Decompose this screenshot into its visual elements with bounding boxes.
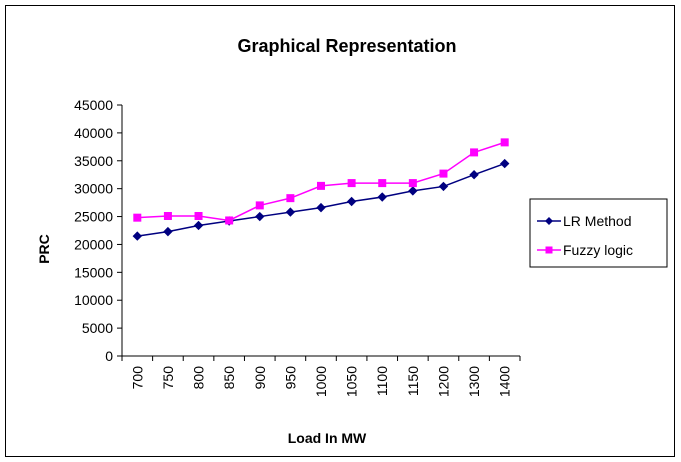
series-layer — [132, 138, 510, 241]
data-point — [316, 202, 326, 213]
x-tick-label: 900 — [252, 366, 268, 390]
data-point — [408, 179, 417, 188]
x-tick-label: 850 — [221, 366, 237, 390]
legend-marker — [545, 217, 553, 225]
data-point — [286, 194, 295, 203]
x-tick-label: 1000 — [313, 366, 329, 397]
y-tick-label: 45000 — [74, 97, 113, 113]
y-tick-label: 10000 — [74, 292, 113, 308]
data-point — [163, 211, 172, 220]
legend-label: LR Method — [563, 213, 631, 229]
y-tick-label: 40000 — [74, 125, 113, 141]
y-tick-label: 35000 — [74, 153, 113, 169]
y-tick-label: 25000 — [74, 209, 113, 225]
x-tick-label: 700 — [129, 366, 145, 390]
data-point — [377, 192, 387, 202]
legend-box — [529, 198, 668, 268]
data-point — [163, 226, 173, 237]
chart-frame: Graphical Representation PRC Load In MW … — [5, 5, 675, 457]
y-axis-title: PRC — [36, 234, 52, 264]
x-tick-label: 950 — [282, 366, 298, 390]
data-point — [499, 158, 510, 169]
legend-marker — [545, 246, 553, 254]
data-point — [470, 148, 479, 157]
series-line — [137, 162, 505, 237]
y-tick-label: 15000 — [74, 264, 113, 280]
x-tick-label: 1400 — [497, 366, 513, 397]
series-lr-method — [132, 158, 510, 241]
x-tick-label: 800 — [191, 366, 207, 390]
data-point — [439, 169, 448, 178]
data-point — [500, 138, 509, 147]
chart-title: Graphical Representation — [237, 36, 456, 56]
x-axis-title: Load In MW — [288, 430, 367, 446]
legend-item: LR Method — [537, 213, 631, 229]
data-point — [255, 201, 264, 210]
x-tick-label: 750 — [160, 366, 176, 390]
data-point — [469, 170, 479, 180]
data-point — [194, 211, 203, 220]
axes: 0 5000 10000 15000 20000 25000 30000 35000 40000… — [74, 97, 521, 397]
data-point — [133, 213, 142, 222]
x-tick-label: 1050 — [344, 366, 360, 397]
y-tick-label: 0 — [105, 348, 113, 364]
data-point — [285, 207, 296, 217]
data-point — [408, 186, 418, 196]
data-point — [132, 231, 143, 241]
series-fuzzy-logic — [133, 138, 509, 225]
y-tick-label: 5000 — [82, 320, 113, 336]
x-tick-label: 1200 — [435, 366, 451, 397]
legend-label: Fuzzy logic — [563, 242, 633, 258]
x-tick-label: 1100 — [374, 366, 390, 396]
y-tick-label: 20000 — [74, 236, 113, 252]
data-point — [193, 220, 204, 231]
legend-item: Fuzzy logic — [537, 242, 633, 258]
data-point — [255, 211, 265, 222]
data-point — [378, 179, 387, 188]
data-point — [438, 181, 449, 192]
legend: LR Method Fuzzy logic — [529, 198, 668, 268]
line-chart: Graphical Representation PRC Load In MW … — [36, 36, 668, 446]
x-tick-label: 1300 — [466, 366, 482, 397]
y-tick-label: 30000 — [74, 181, 113, 197]
data-point — [346, 196, 357, 207]
data-point — [225, 216, 234, 225]
data-point — [317, 181, 325, 190]
data-point — [347, 179, 356, 188]
x-tick-label: 1150 — [405, 366, 421, 396]
